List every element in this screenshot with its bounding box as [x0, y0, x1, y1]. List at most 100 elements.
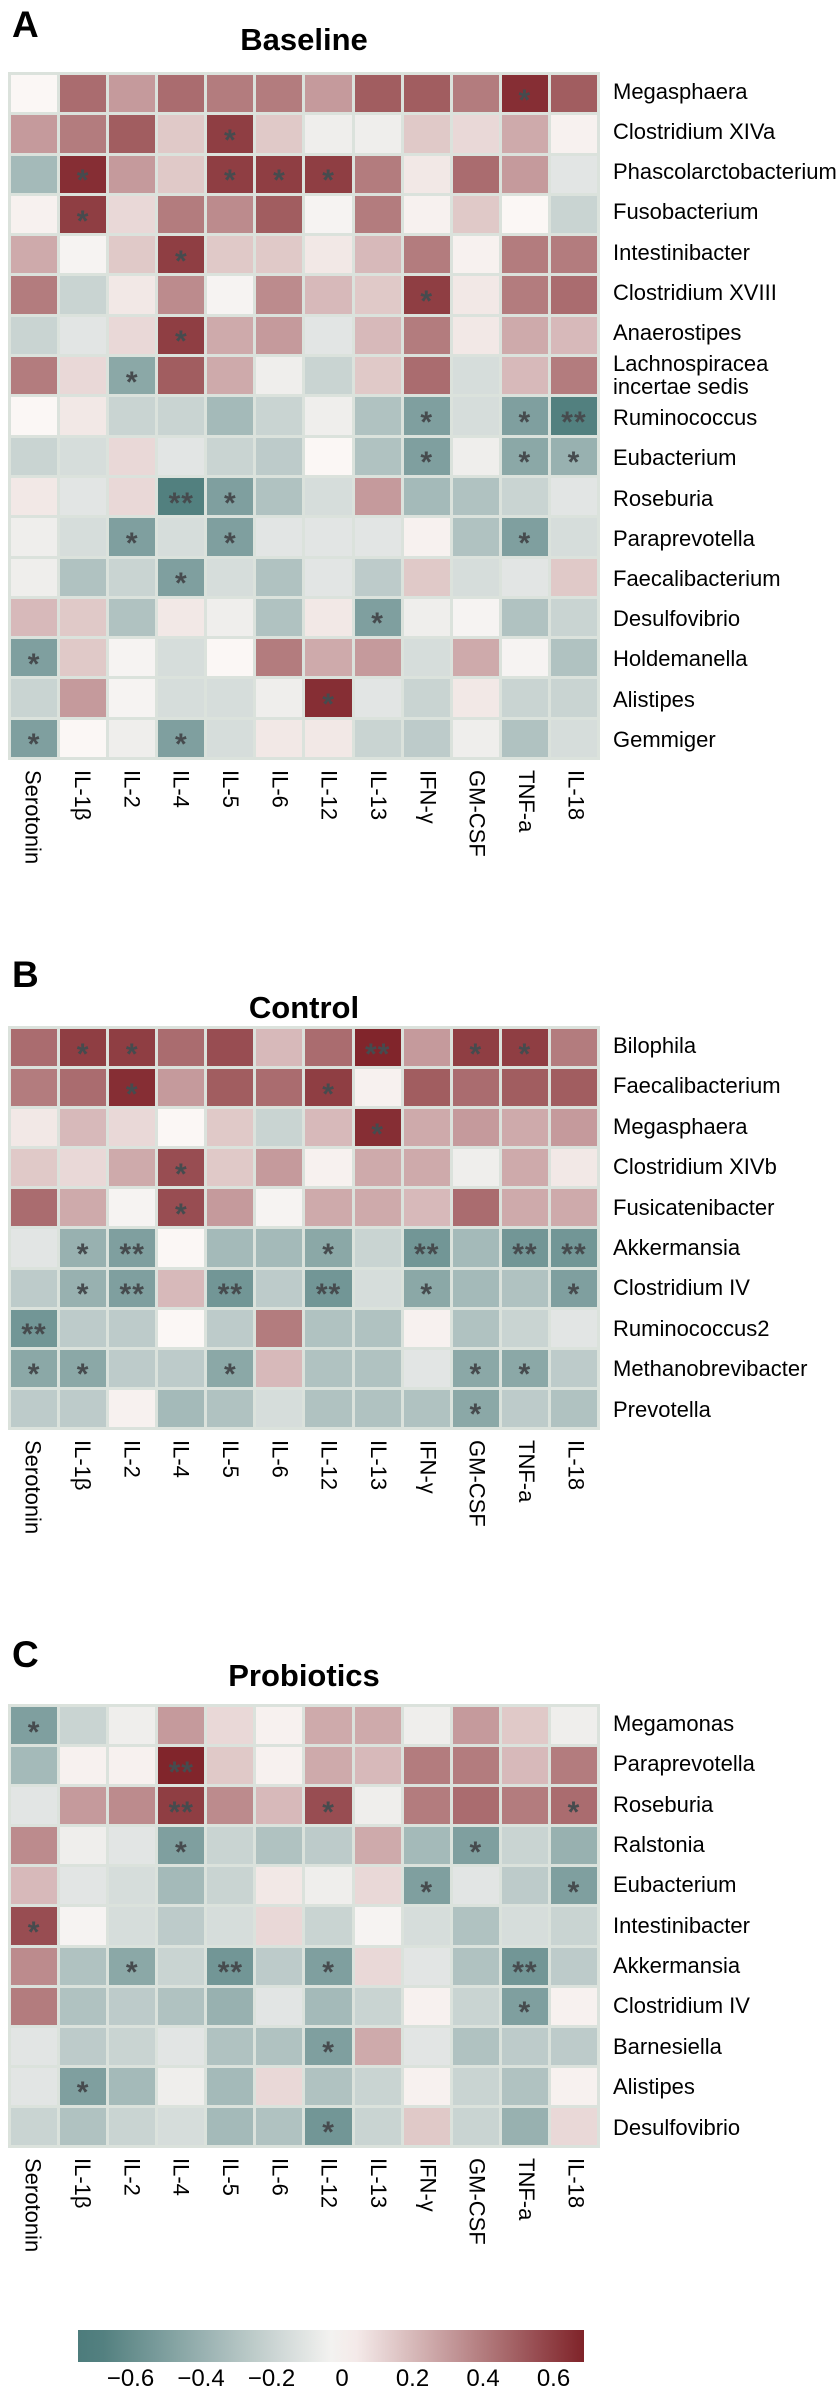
column-label: IL-12: [316, 2158, 342, 2209]
colorbar-tick-label: 0.2: [395, 2365, 430, 2392]
row-label: Fusicatenibacter: [613, 1194, 775, 1220]
heatmap-cell: [452, 1987, 499, 2025]
heatmap-cell: [550, 316, 597, 355]
heatmap-cell: [60, 719, 107, 757]
heatmap-cell: [11, 1867, 58, 1905]
heatmap-cell: [403, 1069, 450, 1107]
heatmap-cell: [354, 1867, 401, 1905]
heatmap-cell: [501, 1149, 548, 1187]
heatmap-cell: [305, 1349, 352, 1387]
heatmap-cell: [109, 679, 156, 717]
row-label: Paraprevotella: [613, 1751, 755, 1777]
heatmap-cell: [11, 357, 58, 395]
heatmap-cell: [11, 2107, 58, 2145]
heatmap-cell: [550, 2067, 597, 2105]
column-label: IL-5: [217, 2158, 243, 2196]
heatmap-cell: [60, 1149, 107, 1187]
heatmap-cell: *: [11, 1907, 58, 1947]
heatmap-cell: [158, 1229, 205, 1267]
heatmap-cell: **: [403, 1229, 450, 1270]
column-label: TNF-a: [513, 770, 539, 833]
heatmap-cell: [403, 1787, 450, 1825]
row-label: Methanobrevibacter: [613, 1356, 808, 1382]
heatmap-cell: [501, 1787, 548, 1825]
heatmap-cell: [60, 558, 107, 596]
heatmap-cell: [256, 1987, 303, 2025]
heatmap-cell: *: [207, 1349, 254, 1390]
colorbar-tick-label: −0.4: [177, 2365, 225, 2392]
row-label: Prevotella: [613, 1396, 711, 1422]
colorbar-tick-label: 0.4: [466, 2365, 500, 2392]
colorbar-tick-label: −0.6: [106, 2365, 155, 2392]
column-label: IL-12: [316, 1440, 342, 1491]
panel-title-baseline: Baseline: [240, 22, 368, 57]
heatmap-cell: [550, 719, 597, 757]
heatmap-cell: [354, 1747, 401, 1785]
heatmap-cell: [158, 2067, 205, 2105]
heatmap-cell: [452, 276, 499, 314]
heatmap-cell: [354, 1907, 401, 1945]
heatmap-cell: [158, 639, 205, 677]
heatmap-cell: [109, 2027, 156, 2065]
heatmap-cell: [11, 1229, 58, 1267]
heatmap-cell: [452, 2067, 499, 2105]
heatmap-cell: [550, 357, 597, 395]
heatmap-cell: [256, 1109, 303, 1147]
column-label: IL-1β: [69, 2158, 95, 2209]
heatmap-cell: [305, 598, 352, 637]
heatmap-cell: [60, 357, 107, 395]
heatmap-cell: [256, 1707, 303, 1745]
heatmap-cell: [452, 1269, 499, 1307]
heatmap-cell: [305, 115, 352, 153]
heatmap-cell: [550, 1389, 597, 1427]
heatmap-cell: [354, 75, 401, 113]
heatmap-cell: **: [158, 1787, 205, 1827]
heatmap-cell: [60, 477, 107, 516]
heatmap-cell: *: [452, 1389, 499, 1430]
colorbar-gradient: [78, 2330, 584, 2362]
row-label: Desulfovibrio: [613, 2114, 741, 2140]
heatmap-cell: *: [158, 316, 205, 357]
heatmap-cell: [109, 155, 156, 193]
heatmap-cell: [452, 598, 499, 637]
heatmap-cell: [207, 437, 254, 475]
row-label: Fusobacterium: [613, 199, 759, 225]
heatmap-cell: [60, 276, 107, 314]
heatmap-cell: [550, 598, 597, 637]
column-label: IL-13: [365, 1440, 391, 1491]
heatmap-cell: [354, 1269, 401, 1307]
heatmap-cell: [305, 1309, 352, 1347]
heatmap-cell: *: [403, 1867, 450, 1907]
heatmap-cell: [452, 477, 499, 516]
row-label: Barnesiella: [613, 2033, 722, 2059]
heatmap-cell: [256, 115, 303, 153]
heatmap-cell: [501, 276, 548, 314]
heatmap-cell: [550, 1109, 597, 1147]
column-label: IFN-γ: [415, 1440, 441, 1494]
heatmap-cell: [158, 155, 205, 193]
row-labels-control: Bilophila Faecalibacterium Megasphaera Clos…: [613, 1026, 839, 1430]
heatmap-cell: [354, 558, 401, 596]
heatmap-cell: [158, 357, 205, 395]
panel-letter-b: B: [12, 954, 39, 995]
heatmap-cell: [11, 558, 58, 596]
heatmap-cell: [403, 236, 450, 274]
column-label: IL-13: [365, 770, 391, 821]
heatmap-cell: [403, 155, 450, 193]
heatmap-cell: [452, 1867, 499, 1905]
heatmap-cell: [207, 397, 254, 435]
row-label: Phascolarctobacterium: [613, 159, 837, 185]
heatmap-cell: **: [501, 1229, 548, 1270]
heatmap-cell: [550, 1947, 597, 1985]
heatmap-cell: [354, 1189, 401, 1227]
heatmap-cell: [60, 1747, 107, 1785]
heatmap-cell: *: [109, 518, 156, 558]
heatmap-cell: [207, 1787, 254, 1825]
heatmap-cell: [60, 1069, 107, 1107]
heatmap-cell: [550, 1149, 597, 1187]
heatmap-cell: [452, 2107, 499, 2145]
heatmap-cell: [11, 477, 58, 516]
heatmap-cell: [60, 397, 107, 435]
heatmap-cell: [109, 195, 156, 234]
heatmap-cell: *: [158, 1827, 205, 1867]
